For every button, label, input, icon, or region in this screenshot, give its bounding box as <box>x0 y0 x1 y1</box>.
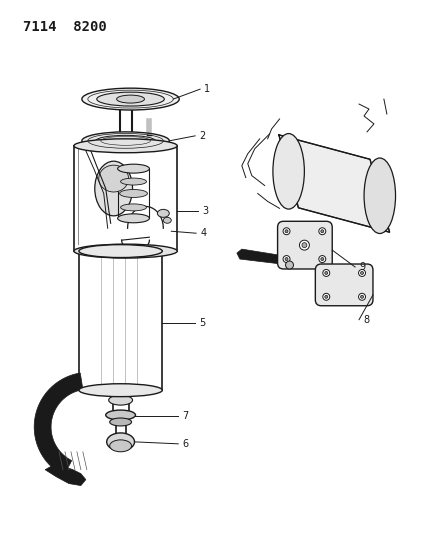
Text: 1: 1 <box>204 84 210 94</box>
Ellipse shape <box>157 209 169 217</box>
Polygon shape <box>34 373 83 475</box>
Ellipse shape <box>120 190 148 197</box>
Ellipse shape <box>117 95 145 103</box>
Ellipse shape <box>79 245 162 257</box>
Ellipse shape <box>107 433 135 451</box>
Polygon shape <box>279 135 390 232</box>
Text: 3: 3 <box>202 206 208 216</box>
FancyBboxPatch shape <box>315 264 373 306</box>
Polygon shape <box>45 464 86 486</box>
Text: 6: 6 <box>182 439 188 449</box>
Ellipse shape <box>110 440 132 452</box>
Ellipse shape <box>283 228 290 235</box>
Ellipse shape <box>285 257 288 261</box>
Ellipse shape <box>106 410 136 420</box>
Ellipse shape <box>109 395 133 405</box>
Ellipse shape <box>359 293 366 300</box>
Ellipse shape <box>95 161 133 216</box>
Ellipse shape <box>163 217 171 223</box>
Ellipse shape <box>286 261 293 269</box>
Ellipse shape <box>79 384 162 397</box>
Ellipse shape <box>360 271 363 274</box>
Polygon shape <box>237 249 291 265</box>
Ellipse shape <box>82 132 169 150</box>
Ellipse shape <box>121 178 146 185</box>
Ellipse shape <box>82 88 179 110</box>
Ellipse shape <box>321 230 324 233</box>
Ellipse shape <box>121 204 146 211</box>
Ellipse shape <box>325 271 328 274</box>
Text: 8: 8 <box>363 314 369 325</box>
Ellipse shape <box>359 270 366 277</box>
Ellipse shape <box>325 295 328 298</box>
Ellipse shape <box>273 134 304 209</box>
Ellipse shape <box>299 240 309 250</box>
Ellipse shape <box>302 243 307 248</box>
Ellipse shape <box>364 158 396 233</box>
Ellipse shape <box>323 293 330 300</box>
Ellipse shape <box>360 295 363 298</box>
Text: 7: 7 <box>182 411 188 421</box>
Ellipse shape <box>99 165 129 192</box>
Ellipse shape <box>285 230 288 233</box>
Ellipse shape <box>321 257 324 261</box>
Ellipse shape <box>319 255 326 263</box>
Ellipse shape <box>319 228 326 235</box>
Ellipse shape <box>74 139 177 153</box>
Ellipse shape <box>118 164 149 173</box>
Text: 5: 5 <box>199 318 205 328</box>
Ellipse shape <box>283 255 290 263</box>
Text: 4: 4 <box>200 228 206 238</box>
Ellipse shape <box>96 135 155 146</box>
Ellipse shape <box>97 92 164 106</box>
Ellipse shape <box>74 244 177 258</box>
Text: 9: 9 <box>359 262 365 272</box>
Ellipse shape <box>118 214 149 223</box>
Ellipse shape <box>112 414 130 422</box>
Text: 7114  8200: 7114 8200 <box>23 20 107 34</box>
FancyBboxPatch shape <box>278 221 332 269</box>
Text: 2: 2 <box>199 131 205 141</box>
Ellipse shape <box>110 418 132 426</box>
Ellipse shape <box>323 270 330 277</box>
